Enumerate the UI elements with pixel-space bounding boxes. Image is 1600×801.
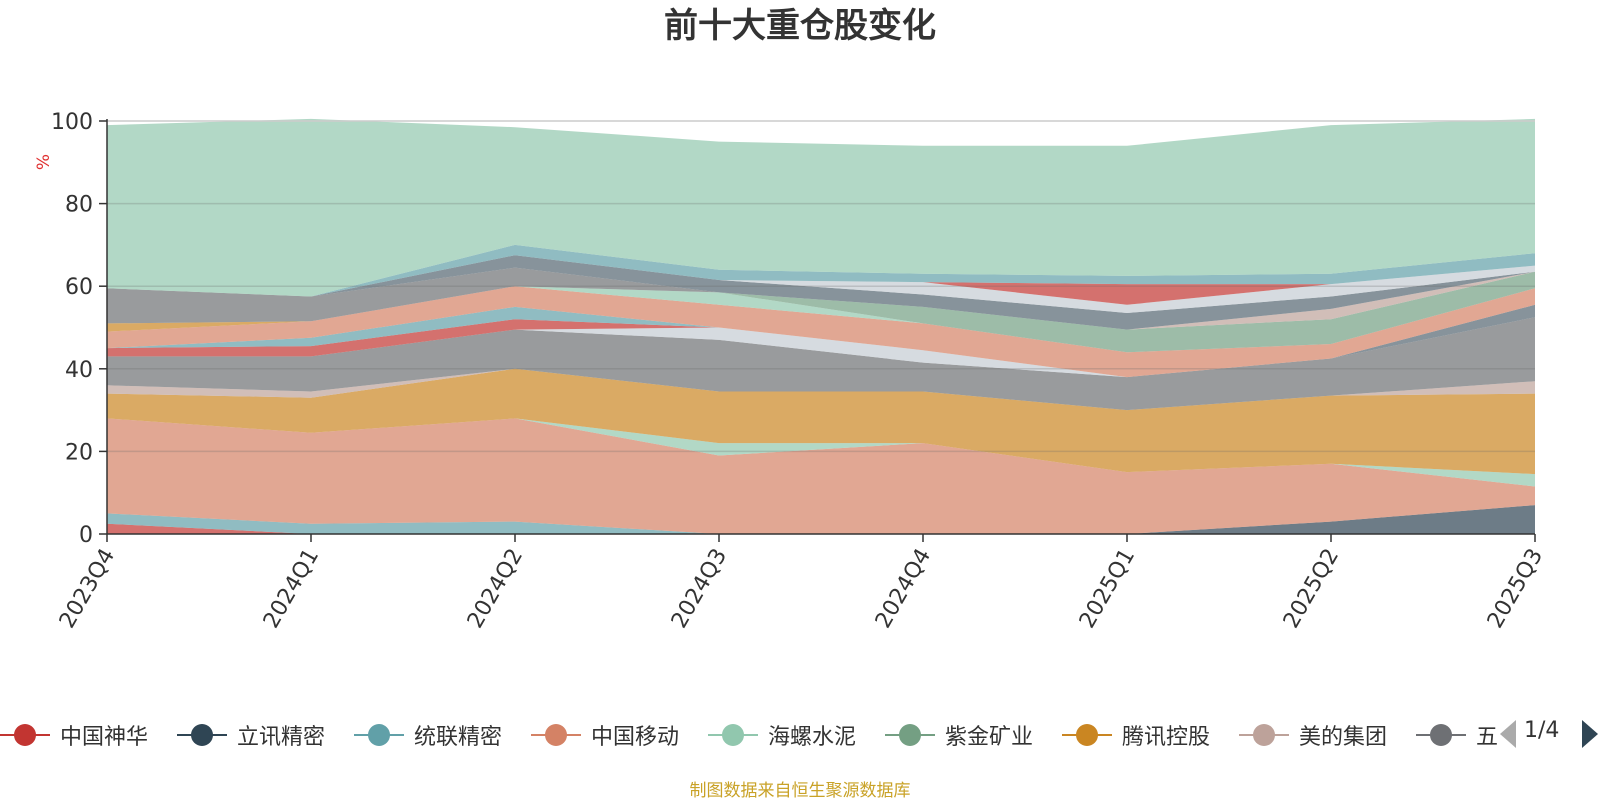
y-tick-label-0: 0	[79, 523, 93, 548]
legend-swatch-dot	[1076, 724, 1098, 746]
area-series-12[interactable]	[107, 304, 1535, 378]
legend-item[interactable]: 海螺水泥	[708, 715, 856, 755]
legend-swatch-dot	[14, 724, 36, 746]
legend-swatch-icon	[885, 723, 935, 747]
area-series-8[interactable]	[107, 317, 1535, 411]
chart-title: 前十大重仓股变化	[664, 6, 936, 46]
area-series-13[interactable]	[107, 286, 1535, 378]
area-series-22[interactable]	[107, 244, 1535, 297]
x-tick-label-7: 2025Q3	[1483, 545, 1548, 633]
y-tick-label-40: 40	[65, 358, 93, 383]
x-tick-label-1: 2024Q1	[259, 545, 324, 633]
legend-item[interactable]: 中国神华	[0, 715, 148, 755]
area-series-23[interactable]	[107, 118, 1535, 297]
legend-item[interactable]: 五	[1416, 715, 1498, 755]
y-tick-label-80: 80	[65, 193, 93, 218]
legend-swatch-icon	[1062, 723, 1112, 747]
area-series-20[interactable]	[107, 255, 1535, 313]
legend-item[interactable]: 立讯精密	[177, 715, 325, 755]
legend-item[interactable]: 紫金矿业	[885, 715, 1033, 755]
area-series-0[interactable]	[107, 523, 1535, 534]
legend-swatch-icon	[1416, 723, 1466, 747]
legend-swatch-icon	[177, 723, 227, 747]
legend-pager: 1/4	[1500, 716, 1600, 752]
legend-label: 中国神华	[60, 725, 149, 750]
legend-swatch-icon	[531, 723, 581, 747]
x-tick-label-0: 2023Q4	[55, 545, 120, 633]
legend-swatch-dot	[545, 724, 567, 746]
x-tick-label-3: 2024Q3	[667, 545, 732, 633]
legend-label: 统联精密	[414, 725, 503, 750]
x-tick-label-5: 2025Q1	[1075, 545, 1140, 633]
y-tick-label-60: 60	[65, 275, 93, 300]
legend-swatch-icon	[708, 723, 758, 747]
legend-label: 中国移动	[591, 725, 680, 750]
legend-swatch-icon	[0, 723, 50, 747]
legend-swatch-dot	[1253, 724, 1275, 746]
area-series-19[interactable]	[107, 255, 1535, 330]
area-series-1[interactable]	[107, 505, 1535, 534]
legend-prev-page-icon[interactable]	[1500, 720, 1516, 748]
y-tick-label-20: 20	[65, 440, 93, 465]
area-series-18[interactable]	[107, 267, 1535, 330]
legend-swatch-icon	[354, 723, 404, 747]
legend-item[interactable]: 统联精密	[354, 715, 502, 755]
x-tick-label-2: 2024Q2	[463, 545, 528, 633]
area-series-6[interactable]	[107, 368, 1535, 475]
area-series-3[interactable]	[107, 418, 1535, 534]
legend-item[interactable]: 美的集团	[1239, 715, 1387, 755]
legend: 中国神华 立讯精密 统联精密 中国移动 海螺水泥 紫金矿业 腾讯控股 美的集团 五	[0, 715, 1500, 755]
legend-next-page-icon[interactable]	[1582, 720, 1598, 748]
legend-swatch-dot	[1430, 724, 1452, 746]
area-series-15[interactable]	[107, 271, 1535, 353]
source-note: 制图数据来自恒生聚源数据库	[689, 781, 911, 801]
x-tick-label-4: 2024Q4	[871, 545, 936, 633]
area-series-10[interactable]	[107, 304, 1535, 378]
legend-swatch-dot	[722, 724, 744, 746]
legend-item[interactable]: 腾讯控股	[1062, 715, 1210, 755]
y-tick-label-100: 100	[51, 110, 93, 135]
area-series-21[interactable]	[107, 255, 1535, 305]
legend-swatch-icon	[1239, 723, 1289, 747]
legend-label: 紫金矿业	[945, 725, 1034, 750]
legend-label: 海螺水泥	[768, 725, 857, 750]
area-series-11[interactable]	[107, 304, 1535, 378]
legend-label: 腾讯控股	[1122, 725, 1211, 750]
legend-page-count: 1/4	[1524, 718, 1560, 743]
x-tick-label-6: 2025Q2	[1279, 545, 1344, 633]
legend-label: 立讯精密	[237, 725, 326, 750]
area-series-2[interactable]	[107, 505, 1535, 534]
legend-swatch-dot	[368, 724, 390, 746]
legend-label: 美的集团	[1299, 725, 1388, 750]
legend-swatch-dot	[191, 724, 213, 746]
legend-swatch-dot	[899, 724, 921, 746]
legend-label: 五	[1476, 725, 1499, 750]
y-axis-label: %	[34, 154, 54, 170]
legend-item[interactable]: 中国移动	[531, 715, 679, 755]
